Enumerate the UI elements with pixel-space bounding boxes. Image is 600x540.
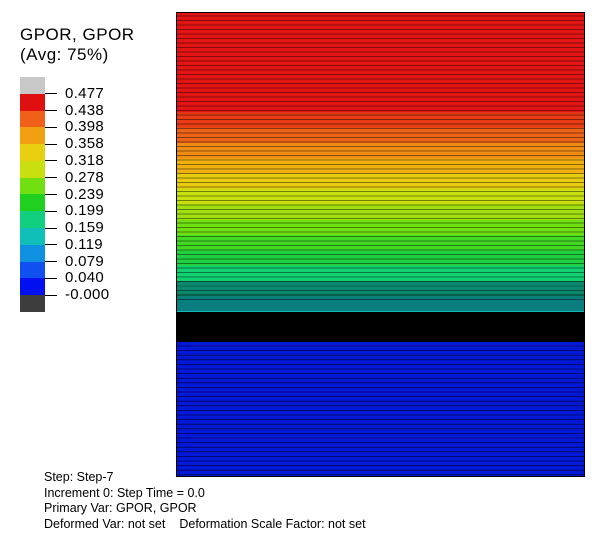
status-deformed-line: Deformed Var: not set Deformation Scale F… — [44, 517, 366, 533]
legend-tick: 0.040 — [45, 270, 104, 286]
legend-tick-label: 0.477 — [65, 84, 105, 102]
status-increment: Increment 0: Step Time = 0.0 — [44, 485, 205, 500]
legend-swatch — [20, 194, 45, 212]
color-legend-bar — [20, 77, 45, 312]
legend-tick-mark — [45, 261, 57, 263]
legend-swatch — [20, 93, 45, 111]
legend-swatch — [20, 228, 45, 245]
legend-tick-mark — [45, 160, 57, 162]
legend-tick-mark — [45, 277, 57, 279]
legend-tick-mark — [45, 210, 57, 212]
legend-tick-label: 0.318 — [65, 151, 105, 169]
legend-tick-label: 0.119 — [65, 235, 103, 253]
legend-tick-label: 0.199 — [65, 202, 105, 220]
legend-tick: 0.477 — [45, 84, 105, 102]
legend-tick-mark — [45, 93, 57, 95]
contour-band — [176, 158, 585, 175]
legend-tick: 0.438 — [45, 101, 105, 119]
legend-tick-label: 0.358 — [65, 135, 105, 153]
contour-band-top — [176, 12, 585, 97]
legend-tick: 0.199 — [45, 203, 104, 219]
contour-band — [176, 250, 585, 267]
contour-band — [176, 265, 585, 282]
legend-tick: 0.278 — [45, 168, 105, 186]
legend-tick-mark — [45, 110, 57, 112]
legend-tick: 0.119 — [45, 235, 103, 253]
legend-tick: 0.318 — [45, 151, 105, 169]
legend-tick: 0.159 — [45, 220, 104, 236]
legend-tick-label: 0.239 — [65, 185, 105, 203]
mesh-lines — [176, 15, 585, 476]
legend-swatch — [20, 110, 45, 128]
legend-title-variable: GPOR, GPOR — [20, 25, 135, 44]
legend-tick: 0.079 — [45, 252, 105, 270]
legend-tick-mark — [45, 126, 57, 128]
status-deformed-var: Deformed Var: not set — [44, 516, 166, 531]
contour-bands — [176, 12, 585, 477]
contour-band — [176, 204, 585, 221]
contour-band — [176, 281, 585, 298]
legend-title: GPOR, GPOR (Avg: 75%) — [20, 25, 135, 65]
legend-swatch — [20, 261, 45, 279]
contour-plot-model — [176, 12, 585, 477]
legend-swatch — [20, 160, 45, 178]
legend-tick: 0.239 — [45, 185, 105, 203]
contour-band-bottom — [176, 342, 585, 477]
legend-tick-mark — [45, 227, 57, 229]
legend-tick: -0.000 — [45, 287, 109, 303]
legend-swatch — [20, 77, 45, 94]
legend-tick-label: 0.398 — [65, 118, 105, 136]
legend-title-averaging: (Avg: 75%) — [20, 45, 109, 64]
legend-swatch — [20, 177, 45, 195]
legend-tick-label: 0.159 — [65, 219, 105, 237]
status-scale-factor: Deformation Scale Factor: not set — [179, 516, 366, 531]
legend-tick-mark — [45, 143, 57, 145]
model-outline — [176, 12, 585, 477]
contour-band — [176, 97, 585, 113]
legend-tick-label: -0.000 — [65, 286, 110, 304]
legend-swatch — [20, 211, 45, 229]
legend-tick-label: 0.079 — [65, 252, 105, 270]
contour-band — [176, 189, 585, 205]
legend-tick-mark — [45, 244, 57, 246]
legend-tick-label: 0.438 — [65, 101, 105, 119]
legend-swatch — [20, 278, 45, 296]
contour-band-dark — [176, 312, 585, 342]
legend-swatch — [20, 295, 45, 312]
legend-swatch — [20, 127, 45, 145]
viewport-status-block: Step: Step-7 Increment 0: Step Time = 0.… — [44, 470, 366, 532]
contour-band — [176, 296, 585, 313]
legend-tick-mark — [45, 294, 57, 296]
contour-band — [176, 127, 585, 144]
legend-tick: 0.398 — [45, 119, 104, 135]
contour-band — [176, 235, 585, 252]
legend-tick-mark — [45, 177, 57, 179]
legend-tick-label: 0.040 — [65, 269, 105, 287]
legend-tick-mark — [45, 194, 57, 195]
legend-swatch — [20, 144, 45, 161]
legend-swatch — [20, 244, 45, 262]
status-primary-var: Primary Var: GPOR, GPOR — [44, 501, 197, 515]
status-step: Step: Step-7 — [44, 470, 114, 484]
legend-tick: 0.358 — [45, 136, 104, 152]
legend-tick-label: 0.278 — [65, 168, 105, 186]
